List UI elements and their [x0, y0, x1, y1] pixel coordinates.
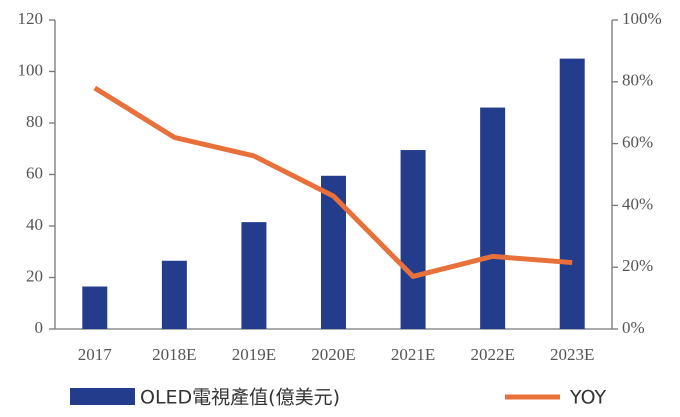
x-tick-label: 2022E: [470, 345, 514, 364]
y-tick-label: 60: [26, 163, 43, 182]
y2-tick-label: 80%: [622, 71, 653, 90]
y-tick-label: 0: [35, 318, 44, 337]
legend-swatch: [70, 388, 135, 405]
y2-tick-label: 20%: [622, 256, 653, 275]
x-tick-label: 2023E: [550, 345, 594, 364]
bar: [241, 222, 267, 329]
y2-tick-label: 100%: [622, 9, 662, 28]
bar: [82, 286, 108, 329]
x-tick-label: 2021E: [391, 345, 435, 364]
y-tick-label: 100: [18, 60, 44, 79]
y-tick-label: 40: [26, 215, 43, 234]
x-tick-label: 2018E: [152, 345, 196, 364]
y-tick-label: 20: [26, 266, 43, 285]
x-tick-label: 2020E: [311, 345, 355, 364]
legend-label: YOY: [569, 387, 606, 409]
y-tick-label: 120: [18, 9, 44, 28]
y2-tick-label: 0%: [622, 318, 645, 337]
y2-tick-label: 40%: [622, 194, 653, 213]
bar: [559, 58, 585, 329]
x-tick-label: 2019E: [232, 345, 276, 364]
bar: [400, 150, 426, 329]
y-tick-label: 80: [26, 112, 43, 131]
y2-tick-label: 60%: [622, 133, 653, 152]
bar: [480, 107, 506, 329]
legend-label: OLED電視產值(億美元): [140, 387, 340, 409]
x-tick-label: 2017: [78, 345, 113, 364]
line: [93, 85, 573, 279]
bar: [161, 260, 187, 329]
